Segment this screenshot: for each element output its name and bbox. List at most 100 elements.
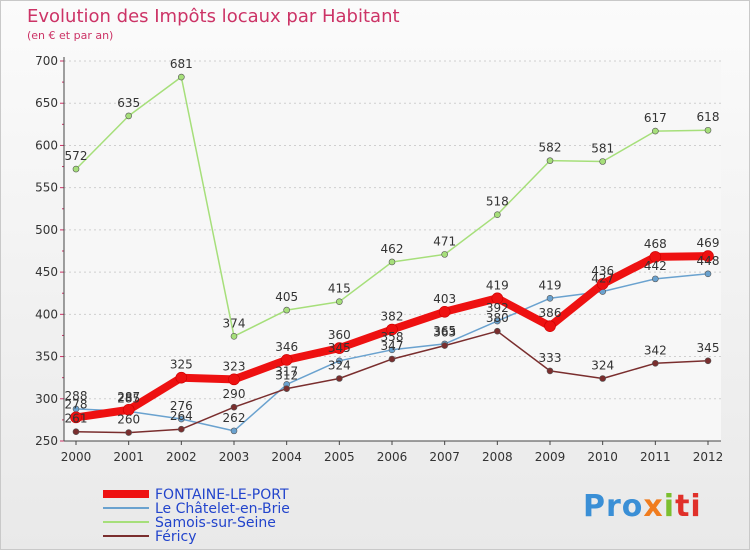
data-point (441, 251, 448, 258)
y-tick-label: 350 (35, 350, 58, 364)
data-label: 462 (381, 242, 404, 256)
x-tick-label: 2002 (166, 450, 197, 464)
data-point (388, 346, 396, 354)
data-point (230, 403, 238, 411)
y-tick-label: 700 (35, 54, 58, 68)
y-tick-label: 650 (35, 96, 58, 110)
data-point (178, 425, 185, 433)
data-point (283, 306, 290, 314)
data-label: 427 (591, 272, 614, 286)
data-point (388, 355, 396, 363)
x-tick-label: 2010 (587, 450, 618, 464)
data-point (125, 112, 132, 120)
data-point (70, 411, 82, 424)
data-point (702, 250, 714, 262)
data-point (280, 354, 293, 366)
data-point (599, 158, 606, 165)
data-label: 312 (275, 369, 298, 383)
data-point (386, 323, 398, 336)
y-tick-label: 400 (35, 307, 58, 321)
x-tick-label: 2007 (429, 450, 460, 464)
data-label: 681 (170, 57, 193, 71)
data-label: 419 (539, 278, 562, 292)
data-point (230, 427, 238, 435)
data-label: 617 (644, 111, 667, 125)
data-label: 287 (117, 390, 140, 404)
data-point (283, 385, 290, 392)
data-label: 325 (170, 358, 193, 372)
y-tick-label: 500 (35, 223, 58, 237)
y-tick-label: 550 (35, 181, 58, 195)
data-point (175, 371, 188, 384)
data-label: 403 (433, 292, 456, 306)
data-label: 448 (697, 254, 720, 268)
data-point (230, 332, 238, 340)
data-point (494, 211, 501, 218)
x-tick-label: 2000 (61, 450, 92, 464)
data-label: 324 (591, 359, 614, 373)
data-label: 278 (65, 397, 88, 411)
data-label: 345 (328, 341, 351, 355)
x-tick-label: 2001 (113, 450, 144, 464)
data-label: 365 (433, 324, 456, 338)
data-label: 419 (486, 278, 509, 292)
legend-label: FONTAINE-LE-PORT (155, 487, 289, 503)
data-point (649, 251, 662, 263)
data-label: 317 (275, 364, 298, 378)
y-tick-label: 450 (35, 265, 58, 279)
x-tick-label: 2008 (482, 450, 513, 464)
data-point (652, 360, 659, 367)
data-label: 405 (275, 290, 298, 304)
data-point (178, 73, 185, 81)
data-label: 333 (539, 351, 562, 365)
data-label: 415 (328, 282, 351, 296)
data-point (546, 157, 554, 164)
data-point (491, 292, 504, 305)
chart-subtitle: (en € et par an) (27, 29, 114, 42)
data-label: 471 (433, 234, 456, 248)
data-label: 468 (644, 237, 667, 251)
x-tick-label: 2011 (640, 450, 671, 464)
data-point (336, 357, 343, 365)
data-point (336, 298, 343, 305)
data-point (596, 278, 609, 290)
data-label: 618 (697, 110, 720, 124)
y-tick-label: 250 (35, 434, 58, 448)
data-point (704, 270, 712, 278)
data-point (388, 258, 396, 266)
data-point (125, 429, 132, 436)
proxiti-logo: Proxiti (583, 489, 702, 524)
data-point (72, 165, 80, 173)
data-point (704, 126, 712, 134)
x-tick-label: 2012 (693, 450, 724, 464)
data-point (122, 403, 135, 416)
data-point (336, 375, 343, 382)
data-label: 342 (644, 343, 667, 357)
data-point (441, 342, 448, 349)
data-label: 436 (591, 264, 614, 278)
data-point (494, 317, 501, 325)
data-label: 324 (328, 359, 351, 373)
data-label: 262 (223, 411, 246, 425)
data-label: 288 (65, 389, 88, 403)
data-point (438, 305, 451, 318)
data-label: 386 (539, 306, 562, 320)
data-label: 360 (328, 328, 351, 342)
y-tick-label: 600 (35, 138, 58, 152)
data-label: 264 (170, 409, 193, 423)
data-point (228, 373, 240, 386)
data-label: 260 (117, 413, 140, 427)
x-tick-label: 2005 (324, 450, 355, 464)
legend-label: Samois-sur-Seine (155, 515, 276, 531)
plot-area (64, 61, 721, 441)
data-point (72, 428, 80, 436)
data-label: 518 (486, 195, 509, 209)
data-label: 382 (381, 310, 404, 324)
data-label: 345 (697, 341, 720, 355)
data-label: 290 (223, 387, 246, 401)
data-point (599, 375, 606, 382)
data-label: 358 (381, 330, 404, 344)
data-label: 582 (539, 141, 562, 155)
